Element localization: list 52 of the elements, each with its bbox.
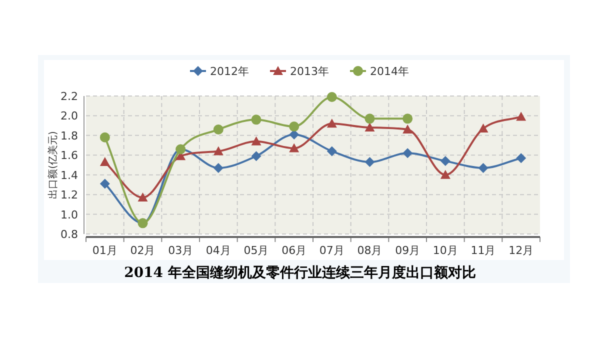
x-tick-label: 05月 bbox=[244, 244, 269, 257]
point bbox=[402, 124, 413, 134]
point bbox=[100, 157, 110, 166]
point bbox=[440, 170, 450, 179]
point bbox=[402, 148, 413, 158]
y-tick-label: 1.2 bbox=[60, 188, 78, 202]
point bbox=[440, 156, 450, 166]
x-tick-label: 02月 bbox=[130, 244, 156, 257]
x-tick-label: 07月 bbox=[319, 244, 344, 257]
point bbox=[251, 136, 262, 146]
point bbox=[251, 151, 262, 162]
point bbox=[100, 132, 110, 142]
point bbox=[478, 162, 488, 173]
point bbox=[516, 153, 526, 164]
x-tick-label: 12月 bbox=[508, 244, 534, 257]
point bbox=[364, 114, 375, 124]
y-tick-label: 1.0 bbox=[60, 208, 78, 222]
point bbox=[402, 114, 413, 124]
point bbox=[213, 162, 224, 173]
point bbox=[289, 122, 300, 132]
point bbox=[251, 114, 262, 125]
point bbox=[213, 124, 224, 135]
point bbox=[289, 143, 300, 152]
y-tick-label: 1.8 bbox=[60, 129, 78, 142]
y-axis-title: 出口额(亿美元) bbox=[47, 131, 59, 199]
point bbox=[478, 124, 488, 133]
text: 2014 年全国缝纫机及零件行业连续三年月度出口额对比 bbox=[124, 264, 476, 281]
point bbox=[326, 118, 337, 128]
x-tick-label: 03月 bbox=[168, 244, 194, 257]
x-tick-label: 06月 bbox=[282, 244, 307, 257]
point bbox=[138, 192, 148, 202]
legend-label: 2013年 bbox=[290, 65, 329, 78]
point bbox=[364, 122, 375, 132]
y-tick-label: 0.8 bbox=[60, 228, 78, 241]
x-tick-label: 04月 bbox=[206, 244, 231, 257]
legend-label: 2012年 bbox=[210, 65, 249, 78]
x-tick-label: 11月 bbox=[470, 244, 496, 257]
point bbox=[100, 178, 110, 189]
point bbox=[326, 146, 337, 156]
point bbox=[516, 112, 526, 121]
x-tick-label: 10月 bbox=[432, 244, 458, 257]
point bbox=[213, 146, 224, 156]
x-tick-label: 09月 bbox=[395, 244, 420, 257]
x-tick-label: 01月 bbox=[92, 244, 118, 257]
x-tick-label: 08月 bbox=[357, 244, 382, 257]
y-tick-label: 1.6 bbox=[60, 149, 78, 162]
legend-label: 2014年 bbox=[370, 65, 409, 78]
point bbox=[364, 157, 375, 168]
y-tick-label: 2.0 bbox=[60, 110, 78, 123]
y-tick-label: 1.4 bbox=[60, 168, 78, 182]
point bbox=[326, 92, 337, 102]
y-tick-label: 2.2 bbox=[60, 90, 78, 103]
